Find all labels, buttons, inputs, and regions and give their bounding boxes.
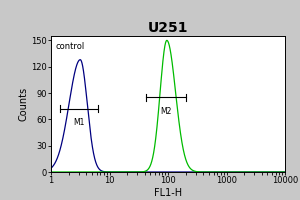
X-axis label: FL1-H: FL1-H	[154, 188, 182, 198]
Text: M2: M2	[160, 107, 171, 116]
Text: control: control	[56, 42, 85, 51]
Text: M1: M1	[73, 118, 85, 127]
Title: U251: U251	[148, 21, 188, 35]
Y-axis label: Counts: Counts	[18, 87, 28, 121]
